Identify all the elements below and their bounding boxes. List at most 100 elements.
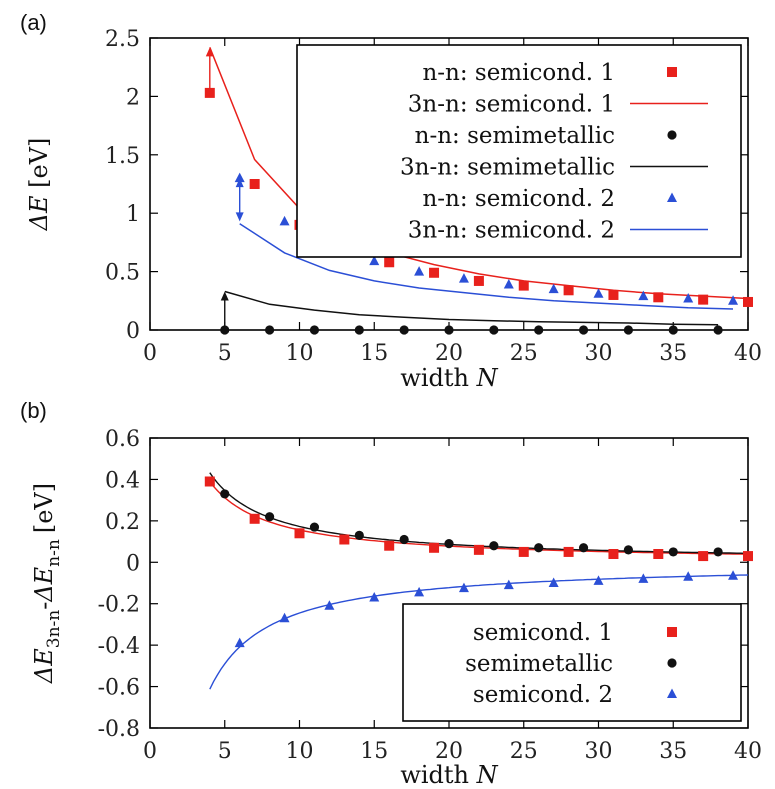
a-y-tick-label: 0.5 xyxy=(105,261,140,286)
panel-b: (b) -0.8 -0.6 -0.4 -0.2 0 0.2 0.4 0.6 0 5 10 15 20 2… xyxy=(20,398,762,789)
b-series-2-point xyxy=(548,577,559,587)
b-series-1-point xyxy=(668,547,678,557)
a-series-4-point xyxy=(728,295,739,305)
b-series-2-point xyxy=(638,573,649,583)
b-x-tick-label: 30 xyxy=(585,739,613,764)
b-y-tick-label: 0.4 xyxy=(105,468,140,493)
b-series-2-point xyxy=(279,612,290,623)
a-arrow-1-head xyxy=(235,178,244,188)
b-series-1-point xyxy=(623,545,634,555)
b-x-tick-label: 15 xyxy=(360,739,388,764)
b-series-0-point xyxy=(249,513,260,524)
panel-a-markers xyxy=(204,87,753,335)
a-series-2-point xyxy=(578,325,589,335)
panel-a-x-ticks: 0 5 10 15 20 25 30 35 40 xyxy=(143,38,762,366)
b-series-0-point xyxy=(339,534,350,545)
a-series-line-3 xyxy=(224,290,719,326)
b-series-2-point xyxy=(234,637,245,648)
panel-b-label: (b) xyxy=(20,398,47,423)
a-series-0-point xyxy=(653,292,664,303)
panel-b-x-axis-label: width N xyxy=(400,761,498,789)
panel-a-arrows xyxy=(205,47,244,328)
b-y-tick-label: 0.2 xyxy=(105,510,140,535)
a-x-tick-label: 35 xyxy=(659,341,687,366)
b-series-2-point xyxy=(593,575,604,585)
a-series-0-point xyxy=(743,296,753,307)
a-y-tick-label: 1.5 xyxy=(105,144,140,169)
a-series-4-point xyxy=(503,278,514,289)
b-fit-line-2 xyxy=(209,574,749,690)
b-series-1-point xyxy=(489,541,499,551)
b-series-1-point xyxy=(578,543,589,553)
panel-a-label: (a) xyxy=(20,10,47,35)
a-series-2-point xyxy=(713,325,723,335)
a-series-4-point xyxy=(458,273,469,283)
b-series-2-point xyxy=(458,582,469,593)
panel-b-markers xyxy=(204,476,753,648)
a-legend-label-3: 3n-n: semimetallic xyxy=(400,155,615,181)
a-series-0-point xyxy=(563,285,574,296)
b-series-2-point xyxy=(414,586,425,597)
panel-a-x-axis-label: width N xyxy=(400,364,498,392)
a-series-4-point xyxy=(593,288,604,298)
b-series-2-point xyxy=(683,571,694,581)
b-y-tick-label: 0 xyxy=(126,551,140,576)
b-series-1-point xyxy=(444,539,454,549)
b-series-0-point xyxy=(743,551,753,562)
a-y-tick-label: 1 xyxy=(126,202,140,227)
b-y-tick-label: -0.6 xyxy=(98,676,140,701)
a-x-tick-label: 5 xyxy=(218,341,232,366)
b-series-0-point xyxy=(563,546,574,557)
b-x-tick-label: 25 xyxy=(510,739,538,764)
a-series-4-point xyxy=(279,215,290,226)
a-legend-label-1: 3n-n: semicond. 1 xyxy=(408,92,615,118)
a-series-4-point xyxy=(369,255,380,266)
a-series-line-5 xyxy=(239,223,734,310)
panel-b-x-ticks: 0 5 10 15 20 25 30 35 40 xyxy=(143,438,762,764)
b-series-1-point xyxy=(309,522,320,532)
b-series-1-point xyxy=(265,512,275,522)
a-legend-label-4: n-n: semicond. 2 xyxy=(422,186,615,212)
b-x-tick-label: 40 xyxy=(734,739,762,764)
b-y-tick-label: 0.6 xyxy=(105,427,140,452)
b-series-0-point xyxy=(204,476,215,487)
a-x-tick-label: 10 xyxy=(286,341,314,366)
b-x-tick-label: 0 xyxy=(143,739,157,764)
a-series-0-point xyxy=(608,289,619,300)
a-x-tick-label: 0 xyxy=(143,341,157,366)
a-series-2-point xyxy=(489,325,499,335)
a-legend-label-5: 3n-n: semicond. 2 xyxy=(408,218,615,244)
b-series-0-point xyxy=(429,542,440,553)
panel-a-legend-frame xyxy=(296,44,742,258)
panel-b-y-axis-label: ΔE3n-n-ΔEn-n[eV] xyxy=(30,483,64,684)
b-series-1-point xyxy=(534,543,544,553)
a-legend-swatch-2 xyxy=(667,130,677,140)
a-series-2-point xyxy=(668,325,678,335)
b-legend-label-0: semicond. 1 xyxy=(473,620,613,646)
b-series-2-point xyxy=(728,570,739,580)
a-series-2-point xyxy=(265,325,275,335)
b-series-1-point xyxy=(399,534,409,545)
a-series-2-point xyxy=(354,325,364,335)
b-x-tick-label: 35 xyxy=(659,739,687,764)
a-y-tick-label: 2 xyxy=(126,85,140,110)
a-legend-swatch-0 xyxy=(667,67,677,77)
a-series-4-point xyxy=(548,283,559,294)
b-series-2-point xyxy=(503,579,514,590)
b-legend-swatch-1 xyxy=(667,658,677,668)
a-arrow-2-head xyxy=(220,291,229,301)
a-arrow-0-head xyxy=(205,47,214,57)
b-y-tick-label: -0.2 xyxy=(98,593,140,618)
a-series-2-point xyxy=(534,325,544,335)
a-legend-swatch-4 xyxy=(667,192,677,202)
a-x-tick-label: 15 xyxy=(360,341,388,366)
panel-a: (a) 0 0.5 1 1.5 2 2.5 0 5 10 15 20 25 30 35 40 width … xyxy=(20,10,762,392)
b-series-1-point xyxy=(354,530,364,540)
a-x-tick-label: 20 xyxy=(435,341,463,366)
b-series-0-point xyxy=(698,551,709,562)
a-x-tick-label: 30 xyxy=(585,341,613,366)
b-series-2-point xyxy=(369,592,380,602)
b-legend-label-1: semimetallic xyxy=(465,651,613,677)
panel-a-y-axis-label: ΔE [eV] xyxy=(25,138,53,232)
